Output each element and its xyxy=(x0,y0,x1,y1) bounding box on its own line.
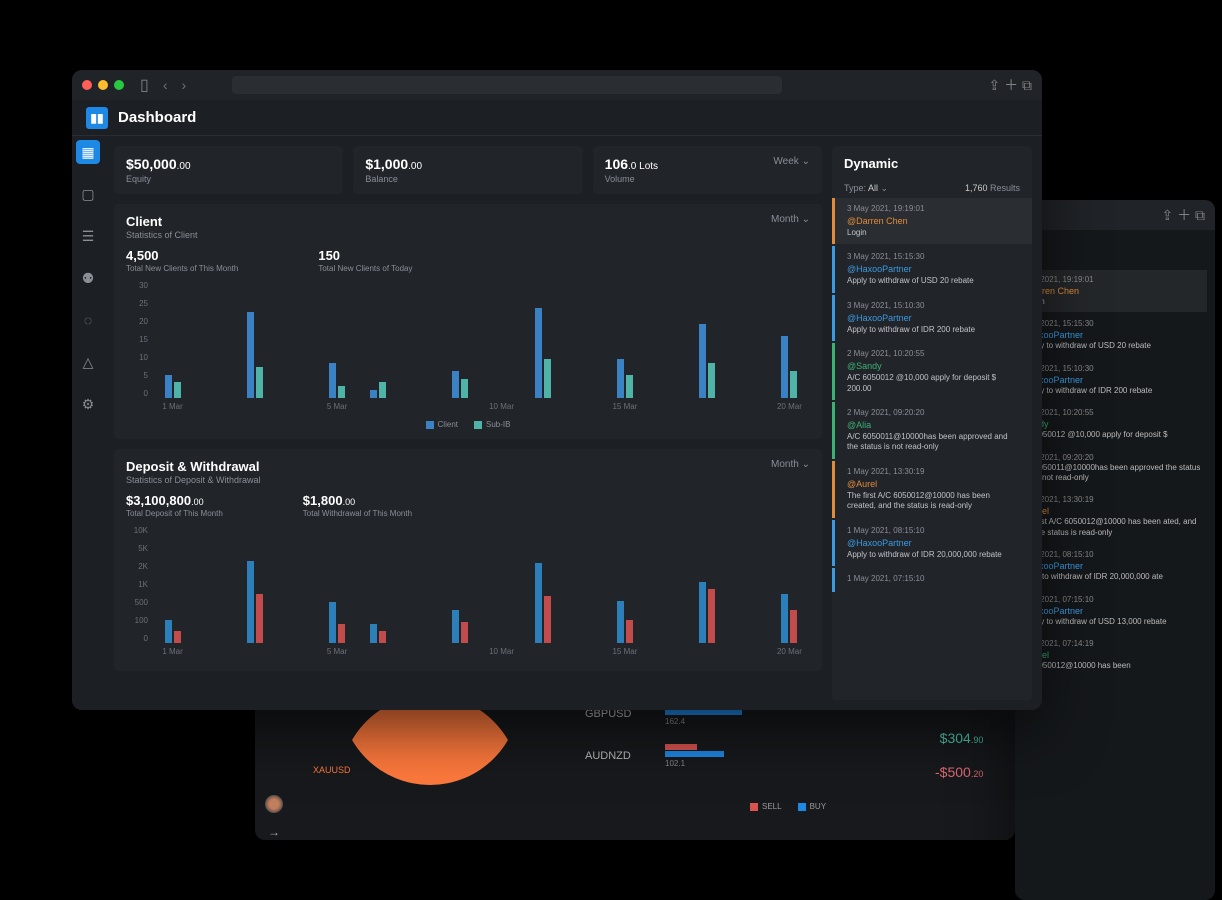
depwd-subtitle: Statistics of Deposit & Withdrawal xyxy=(126,475,261,485)
feed-item[interactable]: 3 May 2021, 15:15:30@HaxooPartnerApply t… xyxy=(832,246,1032,292)
nav-bell-icon[interactable]: △ xyxy=(76,350,100,374)
page-title: Dashboard xyxy=(118,109,196,126)
volume-picker[interactable]: Week xyxy=(773,156,810,167)
pair-list: GBPUSD 162.4 AUDNZD 102.1 xyxy=(585,702,755,768)
depwd-x-axis: 1 Mar5 Mar10 Mar15 Mar20 Mar xyxy=(152,647,810,661)
url-bar[interactable] xyxy=(232,76,782,94)
client-plot xyxy=(152,281,810,398)
window-shadow: ⇪ ＋ ⧉ y 2021, 19:19:01arren Chenginy 202… xyxy=(1015,200,1215,900)
window-behind: XAUUSD GBPUSD 162.4 AUDNZD 102.1 $304.90… xyxy=(255,700,1015,840)
client-chart: 302520151050 1 Mar5 Mar10 Mar15 Mar20 Ma… xyxy=(126,281,810,416)
stat-cards: $50,000.00Equity$1,000.00Balance106.0 Lo… xyxy=(114,146,822,194)
depwd-metrics: $3,100,800.00Total Deposit of This Month… xyxy=(126,493,810,518)
depwd-panel: Deposit & Withdrawal Statistics of Depos… xyxy=(114,449,822,671)
depwd-chart: 10K5K2K1K5001000 1 Mar5 Mar10 Mar15 Mar2… xyxy=(126,526,810,661)
client-panel: Client Statistics of Client Month 4,500T… xyxy=(114,204,822,439)
depwd-plot xyxy=(152,526,810,643)
nav-notes-icon[interactable]: ☰ xyxy=(76,224,100,248)
client-metrics: 4,500Total New Clients of This Month150T… xyxy=(126,248,810,273)
forward-icon[interactable]: › xyxy=(181,77,186,93)
nav-settings-icon[interactable]: ⚙ xyxy=(76,392,100,416)
feed-item[interactable]: 2 May 2021, 09:20:20@AliaA/C 6050011@100… xyxy=(832,402,1032,459)
titlebar: ▯ ‹ › ⇪ ＋ ⧉ xyxy=(72,70,1042,100)
dynamic-panel: Dynamic Type: All ⌄ 1,760 Results 3 May … xyxy=(832,146,1032,700)
header: ▮▮ Dashboard xyxy=(72,100,1042,136)
avatar-icon[interactable] xyxy=(265,795,283,813)
titlebar-actions: ⇪ ＋ ⧉ xyxy=(988,75,1032,95)
stat-card: $50,000.00Equity xyxy=(114,146,343,194)
arrow-icon[interactable]: → xyxy=(268,825,280,839)
shadow-feed: y 2021, 19:19:01arren Chenginy 2021, 15:… xyxy=(1015,230,1215,676)
depwd-picker[interactable]: Month xyxy=(771,459,810,470)
client-x-axis: 1 Mar5 Mar10 Mar15 Mar20 Mar xyxy=(152,402,810,416)
feed-item[interactable]: 2 May 2021, 10:20:55@SandyA/C 6050012 @1… xyxy=(832,343,1032,400)
pie-label: XAUUSD xyxy=(313,765,351,775)
minimize-dot[interactable] xyxy=(98,80,108,90)
stat-card: $1,000.00Balance xyxy=(353,146,582,194)
close-dot[interactable] xyxy=(82,80,92,90)
client-title: Client xyxy=(126,214,198,229)
maximize-dot[interactable] xyxy=(114,80,124,90)
back-icon[interactable]: ‹ xyxy=(163,77,168,93)
feed-item[interactable]: 1 May 2021, 13:30:19@AurelThe first A/C … xyxy=(832,461,1032,518)
pie-chart xyxy=(340,700,520,840)
main-window: ▯ ‹ › ⇪ ＋ ⧉ ▮▮ Dashboard ▦ ▢ ☰ ⚉ ◌ △ ⚙ $… xyxy=(72,70,1042,710)
dynamic-title: Dynamic xyxy=(844,156,1020,171)
nav-dashboard-icon[interactable]: ▦ xyxy=(76,140,100,164)
stat-card: 106.0 LotsVolumeWeek xyxy=(593,146,822,194)
depwd-title: Deposit & Withdrawal xyxy=(126,459,261,474)
app-logo[interactable]: ▮▮ xyxy=(86,107,108,129)
panel-icon[interactable]: ▯ xyxy=(140,75,149,95)
titlebar-icons: ⇪ ＋ ⧉ xyxy=(1161,205,1205,225)
nav-wallet-icon[interactable]: ▢ xyxy=(76,182,100,206)
nav-chat-icon[interactable]: ◌ xyxy=(76,308,100,332)
feed-item[interactable]: 1 May 2021, 08:15:10@HaxooPartnerApply t… xyxy=(832,520,1032,566)
dynamic-feed: 3 May 2021, 19:19:01@Darren ChenLogin3 M… xyxy=(832,198,1032,700)
client-picker[interactable]: Month xyxy=(771,214,810,225)
pair-values: $304.90-$500.20 xyxy=(935,730,983,780)
dynamic-results: 1,760 Results xyxy=(965,183,1020,194)
feed-item[interactable]: 3 May 2021, 19:19:01@Darren ChenLogin xyxy=(832,198,1032,244)
client-subtitle: Statistics of Client xyxy=(126,230,198,240)
feed-item[interactable]: 1 May 2021, 07:15:10 xyxy=(832,568,1032,592)
dynamic-type-filter[interactable]: Type: All ⌄ xyxy=(844,183,888,194)
sidebar: ▦ ▢ ☰ ⚉ ◌ △ ⚙ xyxy=(72,136,104,710)
client-legend: ClientSub-IB xyxy=(126,420,810,429)
client-y-axis: 302520151050 xyxy=(126,281,148,398)
nav-users-icon[interactable]: ⚉ xyxy=(76,266,100,290)
feed-item[interactable]: 3 May 2021, 15:10:30@HaxooPartnerApply t… xyxy=(832,295,1032,341)
depwd-y-axis: 10K5K2K1K5001000 xyxy=(126,526,148,643)
bottom-legend: SELLBUY xyxy=(750,802,826,811)
